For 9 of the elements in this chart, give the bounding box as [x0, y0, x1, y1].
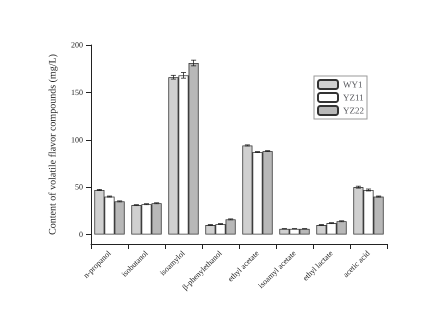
legend-label: YZ22 — [343, 106, 364, 116]
y-axis-title: Content of volatile flavor compounds (mg/L) — [48, 54, 58, 235]
y-tick-label: 50 — [75, 182, 83, 192]
y-tick-label: 100 — [71, 135, 83, 144]
y-tick-label: 200 — [71, 40, 83, 50]
legend-label: WY1 — [343, 80, 363, 90]
legend-label: YZ11 — [343, 92, 364, 102]
y-tick-label: 0 — [79, 230, 83, 240]
y-tick-label: 150 — [71, 88, 83, 97]
